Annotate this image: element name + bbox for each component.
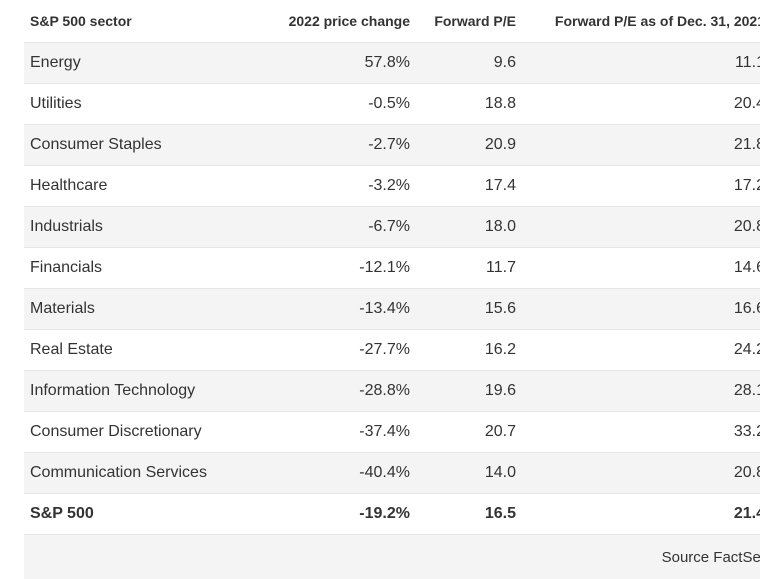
forward-pe-cell: 11.7 — [416, 248, 522, 289]
price-change-cell: -40.4% — [246, 453, 416, 494]
forward-pe-2021-cell: 17.2 — [522, 166, 760, 207]
header-row: S&P 500 sector 2022 price change Forward… — [24, 0, 760, 43]
sector-cell: Information Technology — [24, 371, 246, 412]
forward-pe-cell: 18.0 — [416, 207, 522, 248]
forward-pe-cell: 18.8 — [416, 84, 522, 125]
forward-pe-2021-cell: 24.2 — [522, 330, 760, 371]
forward-pe-2021-cell: 33.2 — [522, 412, 760, 453]
price-change-cell: -37.4% — [246, 412, 416, 453]
forward-pe-2021-cell: 20.8 — [522, 453, 760, 494]
price-change-cell: -19.2% — [246, 494, 416, 535]
table-row: Consumer Discretionary-37.4%20.733.2 — [24, 412, 760, 453]
forward-pe-2021-cell: 21.8 — [522, 125, 760, 166]
sector-cell: Utilities — [24, 84, 246, 125]
source-row: Source FactSet — [24, 535, 760, 579]
table-row: Consumer Staples-2.7%20.921.8 — [24, 125, 760, 166]
forward-pe-cell: 14.0 — [416, 453, 522, 494]
forward-pe-cell: 20.9 — [416, 125, 522, 166]
table-header: S&P 500 sector 2022 price change Forward… — [24, 0, 760, 43]
forward-pe-2021-cell: 21.4 — [522, 494, 760, 535]
price-change-cell: 57.8% — [246, 43, 416, 84]
sector-cell: Industrials — [24, 207, 246, 248]
price-change-cell: -28.8% — [246, 371, 416, 412]
price-change-cell: -27.7% — [246, 330, 416, 371]
price-change-cell: -2.7% — [246, 125, 416, 166]
sector-cell: S&P 500 — [24, 494, 246, 535]
source-note: Source FactSet — [24, 535, 760, 579]
price-change-cell: -0.5% — [246, 84, 416, 125]
table-row: Financials-12.1%11.714.6 — [24, 248, 760, 289]
sector-cell: Consumer Discretionary — [24, 412, 246, 453]
sector-pe-table: S&P 500 sector 2022 price change Forward… — [24, 0, 760, 579]
price-change-cell: -3.2% — [246, 166, 416, 207]
forward-pe-2021-cell: 28.1 — [522, 371, 760, 412]
table-row: Utilities-0.5%18.820.4 — [24, 84, 760, 125]
sector-cell: Communication Services — [24, 453, 246, 494]
column-header-sector: S&P 500 sector — [24, 0, 246, 43]
forward-pe-cell: 15.6 — [416, 289, 522, 330]
table-row: Industrials-6.7%18.020.8 — [24, 207, 760, 248]
sector-cell: Real Estate — [24, 330, 246, 371]
price-change-cell: -6.7% — [246, 207, 416, 248]
price-change-cell: -13.4% — [246, 289, 416, 330]
forward-pe-cell: 16.2 — [416, 330, 522, 371]
forward-pe-cell: 16.5 — [416, 494, 522, 535]
sector-table-container: S&P 500 sector 2022 price change Forward… — [24, 0, 753, 579]
forward-pe-2021-cell: 16.6 — [522, 289, 760, 330]
sector-cell: Consumer Staples — [24, 125, 246, 166]
forward-pe-2021-cell: 20.4 — [522, 84, 760, 125]
forward-pe-cell: 9.6 — [416, 43, 522, 84]
table-row: Materials-13.4%15.616.6 — [24, 289, 760, 330]
table-row: Real Estate-27.7%16.224.2 — [24, 330, 760, 371]
forward-pe-cell: 20.7 — [416, 412, 522, 453]
table-row: Communication Services-40.4%14.020.8 — [24, 453, 760, 494]
table-row: Healthcare-3.2%17.417.2 — [24, 166, 760, 207]
sector-cell: Energy — [24, 43, 246, 84]
forward-pe-cell: 17.4 — [416, 166, 522, 207]
forward-pe-cell: 19.6 — [416, 371, 522, 412]
sector-cell: Financials — [24, 248, 246, 289]
sector-cell: Healthcare — [24, 166, 246, 207]
forward-pe-2021-cell: 14.6 — [522, 248, 760, 289]
total-row: S&P 500-19.2%16.521.4 — [24, 494, 760, 535]
sector-cell: Materials — [24, 289, 246, 330]
column-header-price-change: 2022 price change — [246, 0, 416, 43]
forward-pe-2021-cell: 11.1 — [522, 43, 760, 84]
forward-pe-2021-cell: 20.8 — [522, 207, 760, 248]
price-change-cell: -12.1% — [246, 248, 416, 289]
table-row: Information Technology-28.8%19.628.1 — [24, 371, 760, 412]
column-header-forward-pe-2021: Forward P/E as of Dec. 31, 2021 — [522, 0, 760, 43]
column-header-forward-pe: Forward P/E — [416, 0, 522, 43]
table-body: Energy57.8%9.611.1Utilities-0.5%18.820.4… — [24, 43, 760, 535]
